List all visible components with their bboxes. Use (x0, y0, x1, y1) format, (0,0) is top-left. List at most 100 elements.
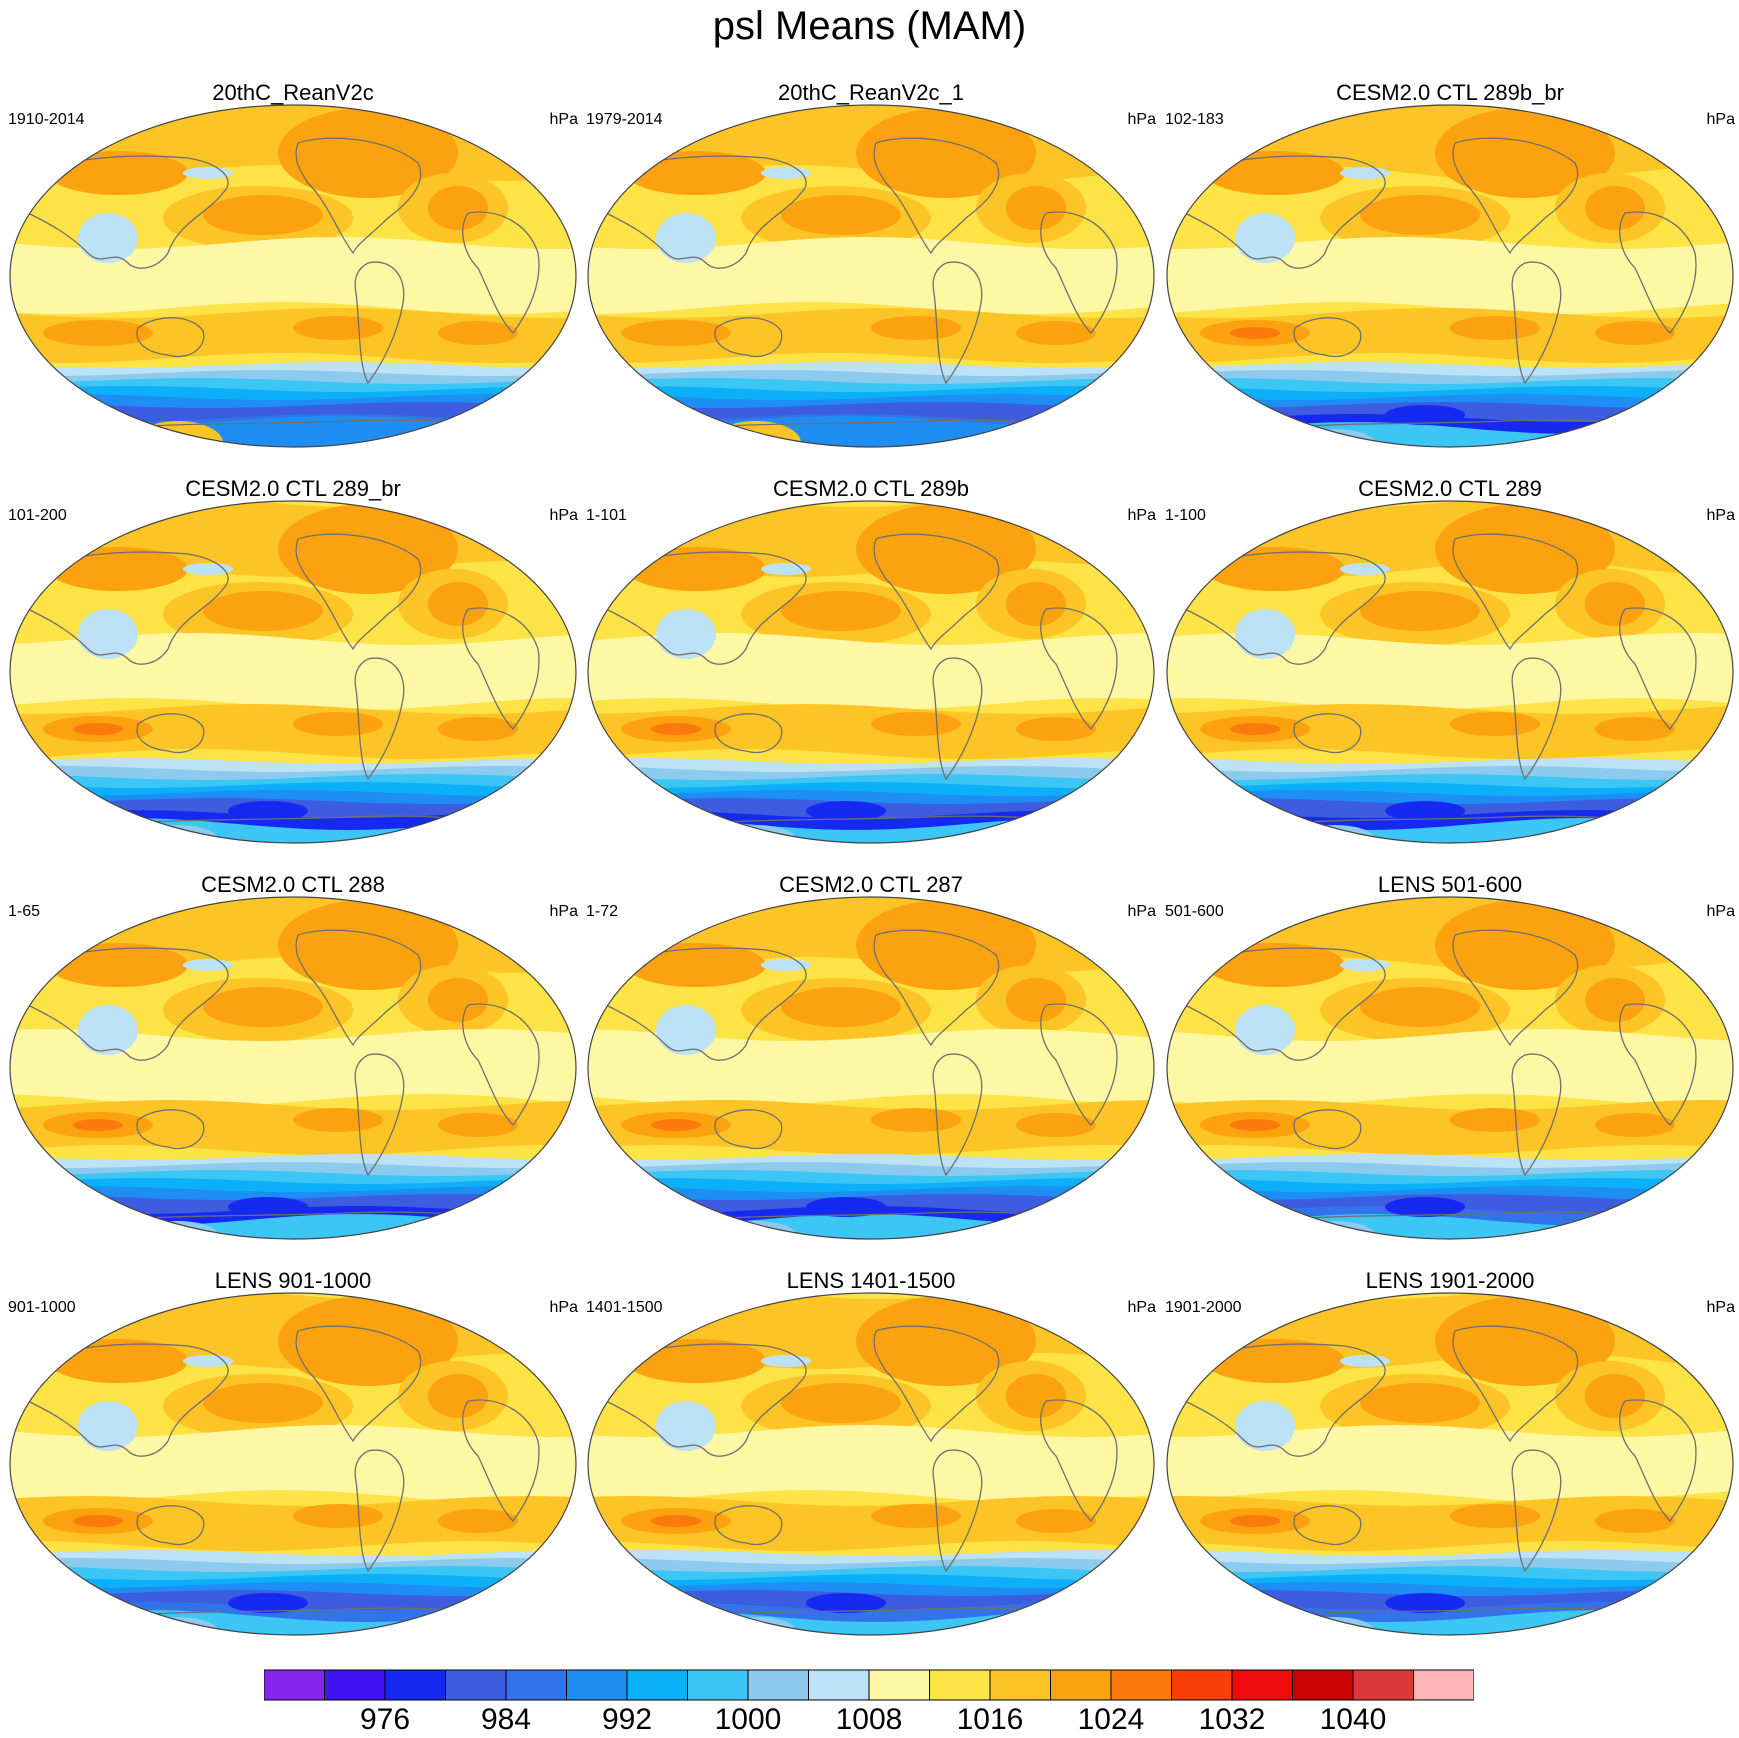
colorbar-swatch (1413, 1669, 1474, 1701)
pressure-cell (651, 1515, 701, 1527)
coastline-africa (1619, 1399, 1697, 1522)
pressure-cell (656, 1005, 716, 1055)
colorbar-swatch (1110, 1669, 1172, 1701)
pressure-cell (1016, 717, 1096, 741)
pressure-band (1167, 1496, 1733, 1551)
map-panel: CESM2.0 CTL 289b 1-101 hPa (586, 476, 1156, 866)
pressure-cell (656, 1401, 716, 1451)
map-panel: 20thC_ReanV2c_1 1979-2014 hPa (586, 80, 1156, 470)
pressure-cell (1595, 321, 1675, 345)
colorbar-tick-label: 984 (480, 1703, 532, 1736)
psl-map (9, 500, 577, 844)
pressure-cell (73, 723, 123, 735)
panel-title: LENS 901-1000 (214, 1268, 372, 1293)
coastline-africa (462, 1399, 540, 1522)
colorbar-swatch (929, 1669, 991, 1701)
panel-units-label: hPa (1127, 1299, 1156, 1316)
colorbar-swatch (1171, 1669, 1233, 1701)
coastline-north-america (873, 533, 1000, 651)
pressure-cell (1340, 167, 1390, 179)
panel-period-label: 1-100 (1165, 507, 1206, 524)
coastline-south-america (354, 1449, 405, 1573)
map-frame (9, 896, 577, 1240)
coastline-australia (714, 1505, 783, 1546)
pressure-band (10, 1496, 576, 1551)
map-panel: CESM2.0 CTL 289 1-100 hPa (1165, 476, 1735, 866)
pressure-cell (1595, 717, 1675, 741)
colorbar-swatch (264, 1669, 325, 1701)
pressure-band (588, 704, 1154, 759)
pressure-cell (1340, 563, 1390, 575)
pressure-cell (871, 1504, 961, 1528)
coastline-africa (1040, 1003, 1118, 1126)
panel-title: CESM2.0 CTL 289_br (185, 476, 401, 501)
tropical-band (588, 237, 1154, 314)
pressure-cell (1585, 582, 1645, 626)
antarctica (588, 1214, 1154, 1239)
colorbar-tick-label: 992 (601, 1703, 653, 1736)
pressure-band (1167, 704, 1733, 759)
tropical-band (1167, 1029, 1733, 1106)
coastline-north-america (295, 1325, 422, 1443)
pressure-cell (1450, 712, 1540, 736)
coastline-asia (605, 1343, 807, 1457)
pressure-cell (183, 563, 233, 575)
tropical-band (10, 237, 576, 314)
pressure-cell (856, 504, 1036, 594)
pressure-cell (856, 1296, 1036, 1386)
colorbar-swatch (505, 1669, 567, 1701)
southern-ocean-low (228, 1593, 308, 1613)
pressure-cell (781, 195, 901, 235)
coastline-asia (27, 1343, 229, 1457)
map-panel: LENS 1401-1500 1401-1500 hPa (586, 1268, 1156, 1658)
pressure-cell (1585, 978, 1645, 1022)
psl-map (587, 1292, 1155, 1636)
coastline-africa (462, 211, 540, 334)
colorbar-swatch (566, 1669, 628, 1701)
pressure-cell (871, 316, 961, 340)
coastline-north-america (1452, 137, 1579, 255)
coastline-africa (462, 1003, 540, 1126)
colorbar-swatch (808, 1669, 870, 1701)
pressure-cell (293, 1108, 383, 1132)
southern-ocean-low (228, 1197, 308, 1217)
pressure-cell (78, 1005, 138, 1055)
pressure-cell (78, 213, 138, 263)
panel-period-label: 1-101 (586, 507, 627, 524)
colorbar-swatch (445, 1669, 507, 1701)
pressure-cell (1006, 186, 1066, 230)
panel-period-label: 1910-2014 (8, 111, 85, 128)
coastline-south-america (932, 261, 983, 385)
pressure-band (10, 1100, 576, 1155)
coastline-australia (1293, 1109, 1362, 1150)
colorbar-tick-label: 1008 (835, 1703, 903, 1736)
pressure-cell (1585, 186, 1645, 230)
psl-map (1166, 500, 1734, 844)
colorbar-tick-label: 1024 (1077, 1703, 1145, 1736)
pressure-cell (1235, 1401, 1295, 1451)
panel-units-label: hPa (549, 903, 578, 920)
pressure-cell (1435, 1296, 1615, 1386)
pressure-cell (78, 1401, 138, 1451)
pressure-cell (1006, 1374, 1066, 1418)
coastline-asia (1184, 155, 1386, 269)
panel-units-label: hPa (1127, 903, 1156, 920)
map-panel: CESM2.0 CTL 289b_br 102-183 hPa (1165, 80, 1735, 470)
map-frame (587, 896, 1155, 1240)
panel-period-label: 901-1000 (8, 1299, 76, 1316)
pressure-cell (1360, 1383, 1480, 1423)
colorbar-swatch (1050, 1669, 1112, 1701)
tropical-band (10, 1029, 576, 1106)
pressure-cell (626, 943, 766, 987)
colorbar-tick-label: 976 (359, 1703, 411, 1736)
pressure-cell (871, 712, 961, 736)
southern-ocean-low (806, 1593, 886, 1613)
southern-ocean-low (1385, 405, 1465, 425)
colorbar-swatch (868, 1669, 930, 1701)
coastline-south-america (354, 657, 405, 781)
map-frame (1166, 1292, 1734, 1636)
antarctica (1167, 1214, 1733, 1239)
pressure-cell (621, 320, 731, 346)
tropical-band (588, 1029, 1154, 1106)
panel-title: CESM2.0 CTL 289 (1358, 476, 1542, 501)
